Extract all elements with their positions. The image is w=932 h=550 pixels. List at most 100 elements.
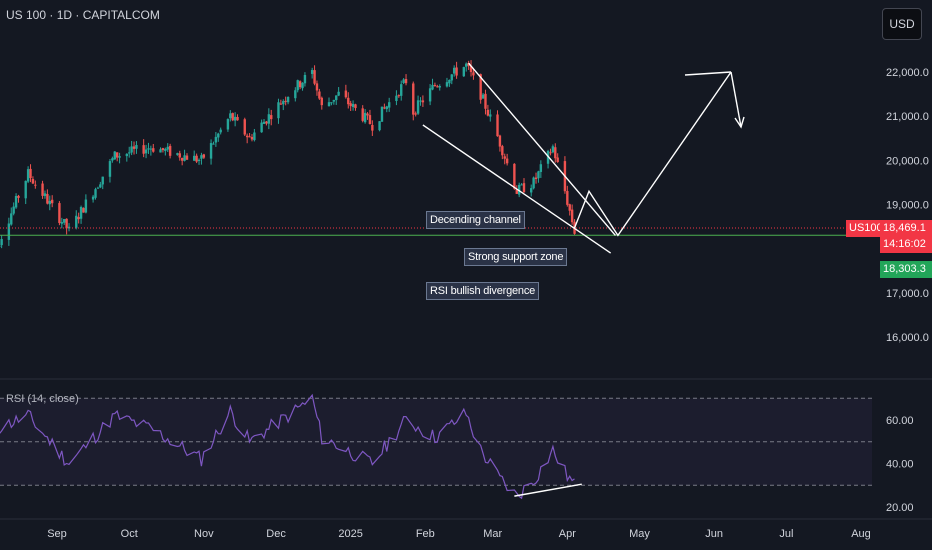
- time-tick-2: Nov: [194, 528, 214, 540]
- last-price-tag: 18,469.1: [880, 220, 932, 237]
- candle-body-84: [270, 115, 273, 120]
- drawings-layer: [0, 62, 872, 497]
- candle-body-138: [452, 67, 456, 74]
- candle-body-139: [455, 67, 458, 76]
- candle-body-58: [183, 155, 186, 161]
- candle-body-162: [534, 177, 538, 179]
- candle-body-13: [31, 179, 35, 184]
- candle-body-156: [515, 188, 518, 194]
- candle-body-133: [436, 86, 439, 88]
- price-tick-4: 17,000.0: [886, 288, 929, 300]
- annotation-divergence[interactable]: RSI bullish divergence: [426, 282, 540, 300]
- candle-body-105: [344, 90, 348, 98]
- candle-body-171: [566, 191, 569, 205]
- candle-body-163: [537, 171, 540, 179]
- candle-body-9: [17, 195, 20, 198]
- candle-body-49: [152, 148, 155, 152]
- candle-body-140: [462, 67, 466, 77]
- time-tick-10: Jul: [779, 528, 793, 540]
- candle-body-80: [260, 122, 263, 133]
- candle-body-130: [428, 88, 432, 102]
- candle-body-4: [0, 239, 3, 246]
- candle-body-146: [481, 94, 485, 99]
- candle-body-87: [282, 101, 285, 105]
- candle-body-38: [115, 152, 119, 158]
- candle-body-42: [130, 146, 133, 153]
- time-tick-1: Oct: [121, 528, 138, 540]
- candle-body-8: [14, 195, 18, 208]
- candle-body-67: [214, 136, 218, 143]
- candle-body-101: [330, 102, 333, 104]
- candle-body-161: [532, 177, 535, 189]
- candle-body-56: [178, 153, 181, 158]
- rsi-line: [0, 393, 575, 500]
- candle-body-36: [111, 158, 114, 161]
- candle-body-142: [467, 63, 470, 66]
- candle-body-72: [231, 113, 234, 121]
- candle-body-5: [7, 223, 11, 240]
- candle-body-23: [65, 218, 68, 229]
- candle-body-35: [108, 161, 112, 177]
- candle-body-127: [416, 100, 420, 114]
- candle-body-154: [505, 158, 509, 164]
- candle-body-109: [354, 104, 357, 109]
- channel-lower-line: [422, 124, 612, 254]
- time-tick-5: Feb: [416, 528, 435, 540]
- price-tick-2: 20,000.0: [886, 155, 929, 167]
- candle-body-86: [279, 103, 283, 105]
- candle-body-116: [380, 106, 384, 122]
- candle-body-131: [431, 84, 434, 90]
- candle-body-71: [229, 113, 232, 119]
- candle-body-151: [498, 135, 502, 147]
- rsi-tick-2: 20.00: [886, 502, 914, 514]
- rsi-tick-1: 40.00: [886, 459, 914, 471]
- candle-body-117: [383, 107, 386, 109]
- candle-body-75: [243, 119, 246, 135]
- candle-body-77: [248, 136, 251, 138]
- candle-body-104: [337, 91, 340, 96]
- candle-body-172: [568, 204, 571, 211]
- time-tick-9: Jun: [705, 528, 723, 540]
- chart-title: US 100 · 1D · CAPITALCOM: [6, 8, 160, 22]
- time-tick-3: Dec: [266, 528, 286, 540]
- candle-body-46: [144, 149, 148, 154]
- time-tick-11: Aug: [851, 528, 871, 540]
- candle-body-53: [166, 146, 169, 150]
- candle-body-108: [351, 103, 355, 107]
- candle-body-12: [29, 168, 32, 179]
- candle-body-11: [26, 169, 30, 182]
- candle-body-157: [517, 184, 521, 195]
- candle-body-31: [94, 189, 97, 198]
- candle-body-115: [378, 121, 381, 131]
- countdown-tag: 14:16:02: [880, 236, 932, 253]
- candle-body-34: [101, 176, 104, 185]
- candle-body-61: [195, 155, 198, 162]
- candle-body-64: [202, 154, 206, 158]
- candle-body-66: [212, 143, 215, 145]
- candle-body-17: [46, 193, 49, 204]
- candle-body-14: [34, 184, 37, 186]
- annotation-support[interactable]: Strong support zone: [464, 248, 568, 266]
- candle-body-155: [513, 163, 516, 189]
- candle-body-51: [161, 148, 165, 151]
- annotation-channel[interactable]: Decending channel: [426, 211, 525, 229]
- candle-body-136: [448, 79, 451, 84]
- candle-body-99: [320, 97, 323, 106]
- candle-body-124: [404, 79, 408, 84]
- currency-button[interactable]: USD: [882, 8, 922, 40]
- candle-body-128: [419, 100, 422, 102]
- price-tick-3: 19,000.0: [886, 200, 929, 212]
- time-tick-0: Sep: [47, 528, 67, 540]
- rsi-divergence-line: [514, 483, 582, 497]
- candle-body-123: [402, 79, 405, 83]
- candle-body-129: [421, 100, 425, 103]
- axis-layer: 22,000.0 21,000.0 20,000.0 19,000.0 17,000.0…: [47, 67, 929, 540]
- symbol-tag: US100: [846, 220, 886, 237]
- candle-body-16: [43, 193, 47, 197]
- channel-upper-line: [468, 62, 616, 236]
- candle-body-113: [368, 115, 372, 124]
- candle-body-149: [489, 114, 492, 117]
- price-tick-5: 16,000.0: [886, 332, 929, 344]
- candle-body-111: [363, 112, 367, 123]
